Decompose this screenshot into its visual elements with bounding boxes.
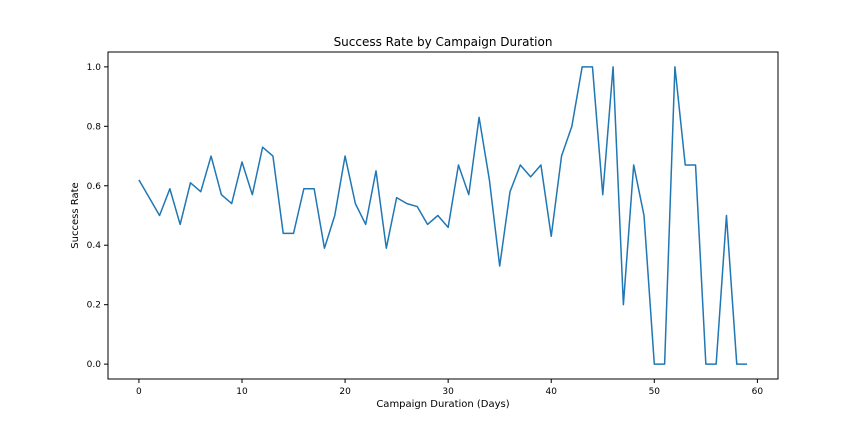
x-axis-ticks: 0 10 20 30 40 50 60 bbox=[136, 379, 763, 397]
y-tick-label: 0.4 bbox=[87, 241, 102, 251]
x-tick-label: 40 bbox=[546, 387, 558, 397]
y-axis-ticks: 0.0 0.2 0.4 0.6 0.8 1.0 bbox=[87, 63, 108, 370]
x-axis-label: Campaign Duration (Days) bbox=[376, 399, 509, 410]
x-tick-label: 0 bbox=[136, 387, 142, 397]
x-tick-label: 30 bbox=[442, 387, 454, 397]
chart-title: Success Rate by Campaign Duration bbox=[334, 35, 553, 49]
series-line bbox=[138, 66, 748, 365]
x-tick-label: 10 bbox=[236, 387, 248, 397]
y-tick-label: 0.8 bbox=[87, 122, 102, 132]
plot-area bbox=[138, 66, 748, 365]
axes-frame bbox=[107, 51, 779, 380]
y-tick-label: 0.2 bbox=[87, 301, 101, 311]
y-tick-label: 1.0 bbox=[87, 63, 102, 73]
x-tick-label: 20 bbox=[339, 387, 351, 397]
y-tick-label: 0.0 bbox=[87, 360, 102, 370]
y-axis-label: Success Rate bbox=[70, 182, 81, 248]
y-tick-label: 0.6 bbox=[87, 182, 102, 192]
x-tick-label: 60 bbox=[752, 387, 764, 397]
x-tick-label: 50 bbox=[649, 387, 661, 397]
